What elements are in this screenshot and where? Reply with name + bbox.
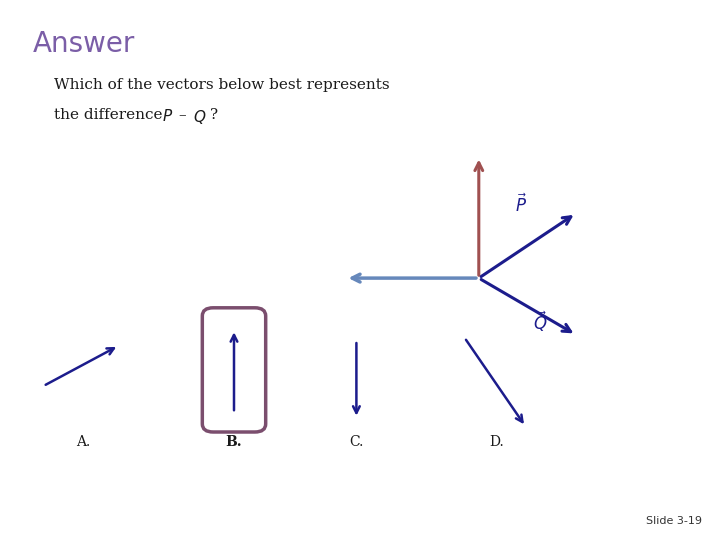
Text: A.: A. (76, 435, 90, 449)
Text: B.: B. (225, 435, 243, 449)
Text: $P$: $P$ (162, 108, 174, 124)
Text: ?: ? (210, 108, 217, 122)
Text: $\vec{Q}$: $\vec{Q}$ (533, 309, 547, 334)
Text: C.: C. (349, 435, 364, 449)
Text: Answer: Answer (32, 30, 135, 58)
Text: $Q$: $Q$ (193, 108, 207, 126)
Text: the difference: the difference (54, 108, 167, 122)
Text: $\vec{P}$: $\vec{P}$ (515, 194, 527, 217)
Text: Slide 3-19: Slide 3-19 (646, 516, 702, 526)
Text: Which of the vectors below best represents: Which of the vectors below best represen… (54, 78, 390, 92)
Text: D.: D. (490, 435, 504, 449)
Text: –: – (179, 108, 186, 122)
